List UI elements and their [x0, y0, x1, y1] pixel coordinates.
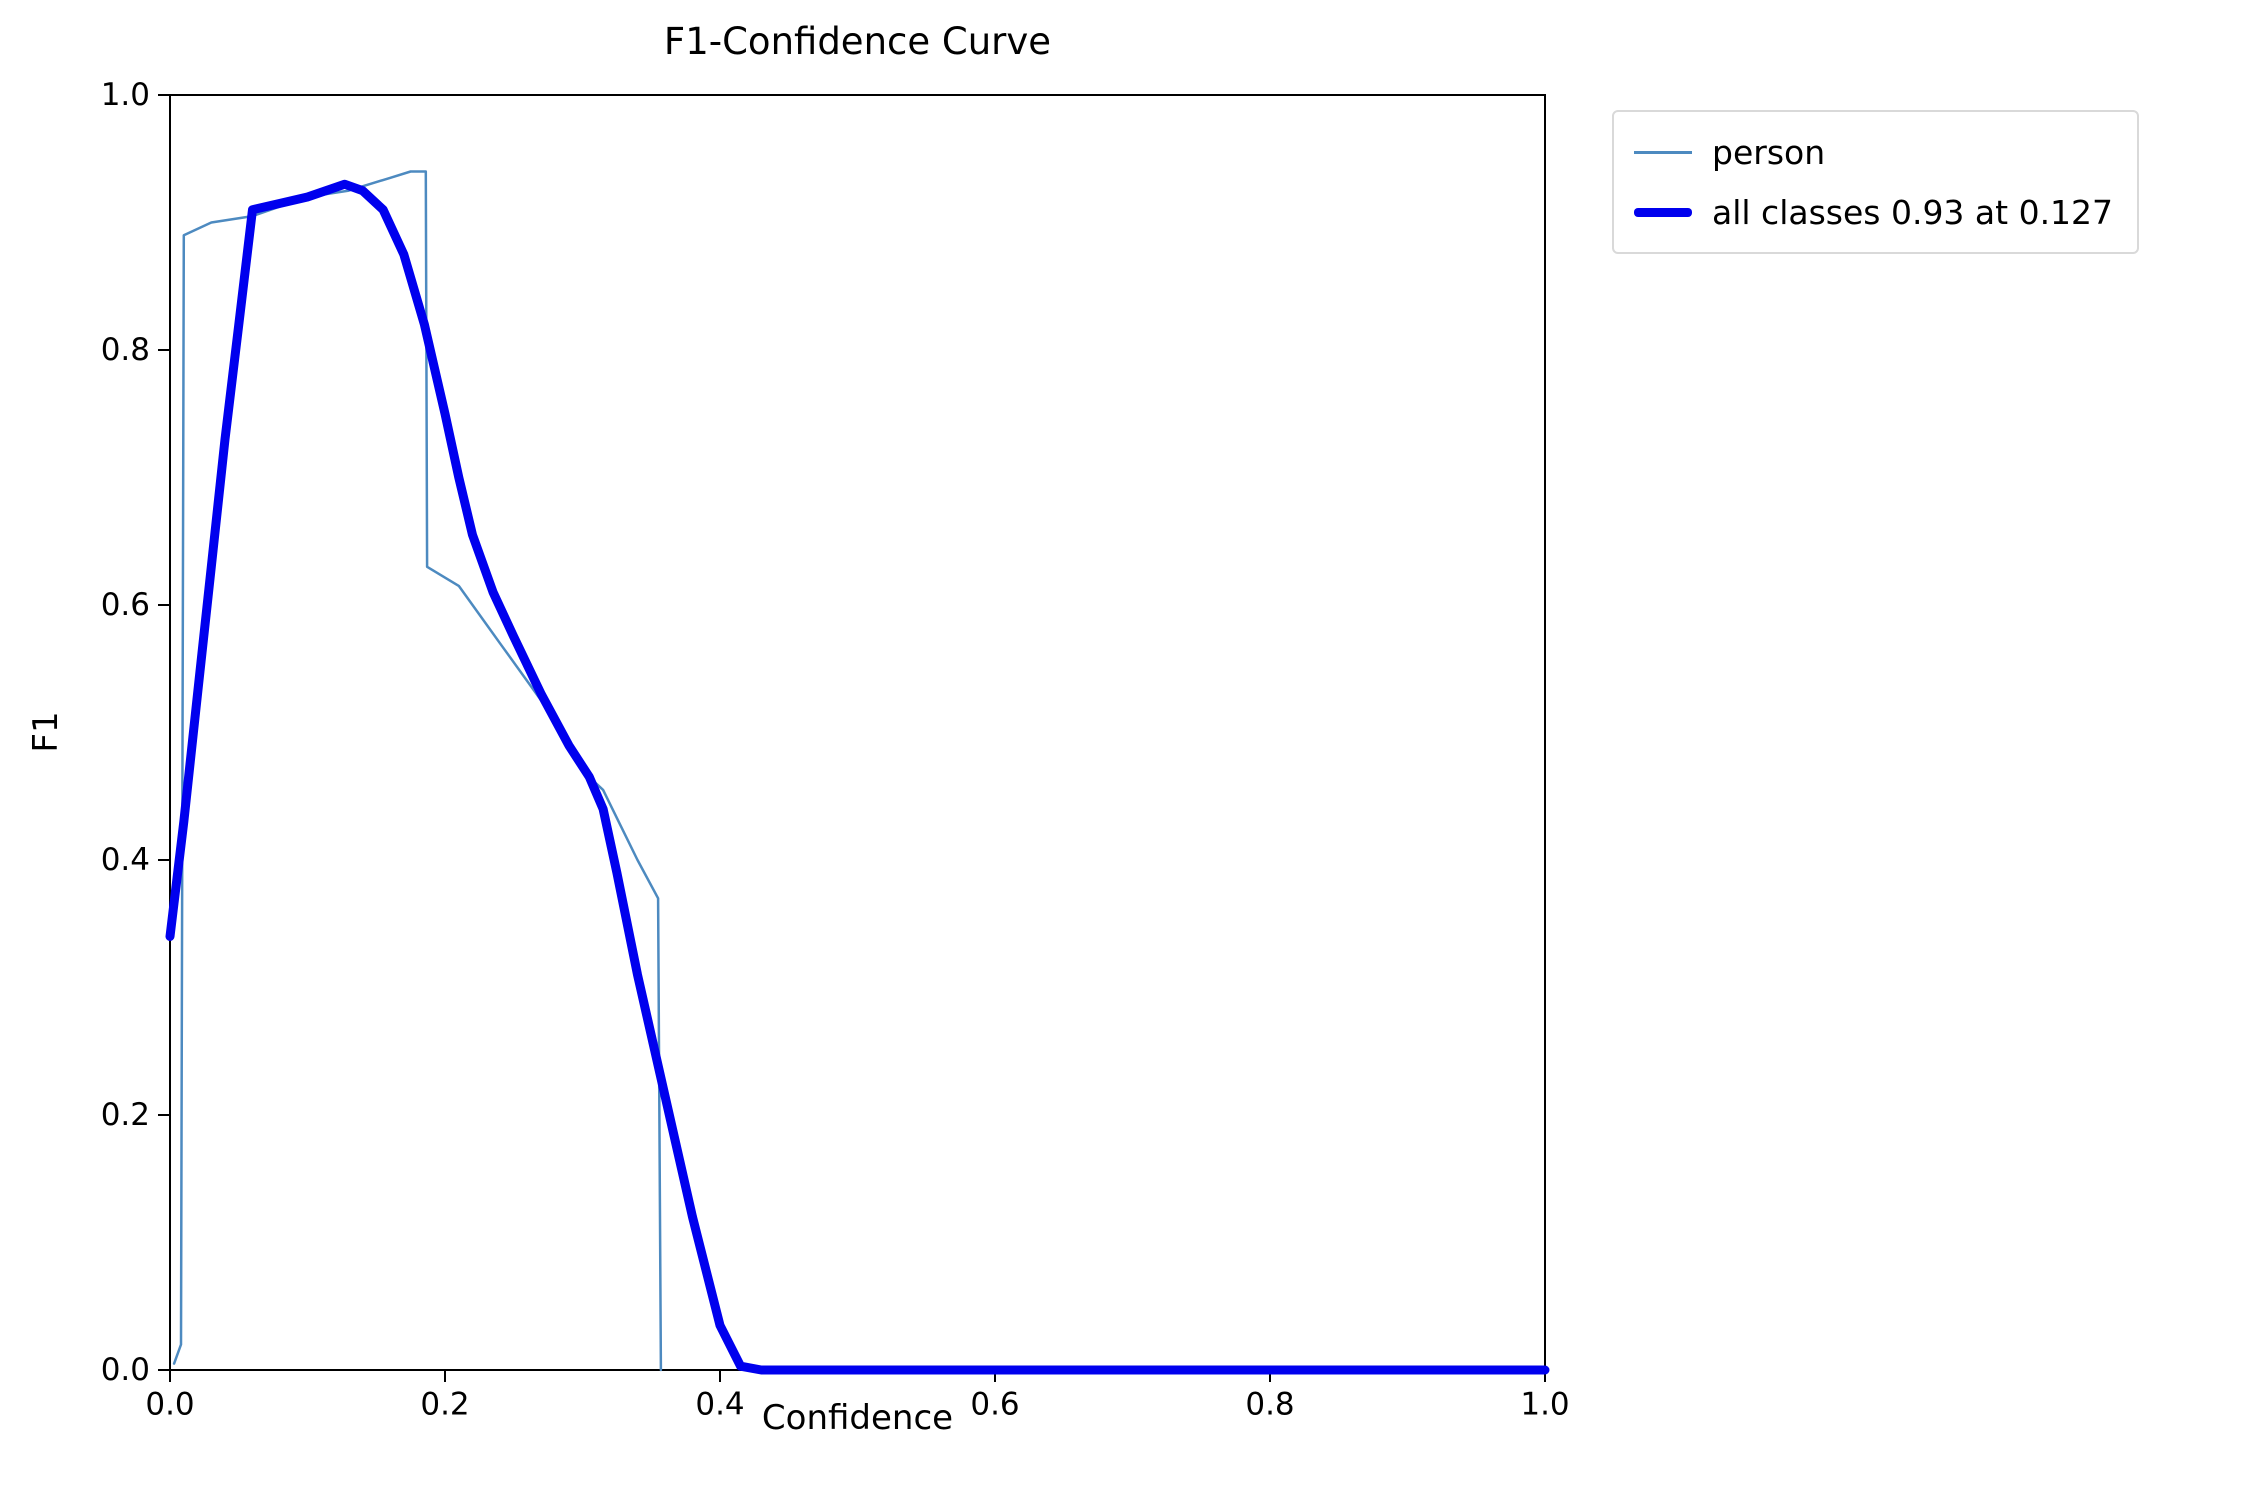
x-axis-label: Confidence: [761, 1398, 954, 1438]
y-tick-label: 0.0: [101, 1352, 150, 1388]
x-tick-label: 1.0: [1520, 1386, 1569, 1422]
x-tick-label: 0.2: [420, 1386, 469, 1422]
legend-label-all-classes: all classes 0.93 at 0.127: [1712, 192, 2114, 232]
y-tick-label: 0.8: [101, 332, 150, 368]
legend-item-all-classes: all classes 0.93 at 0.127: [1634, 186, 2113, 238]
series-line-person: [172, 170, 663, 1372]
y-tick-label: 0.2: [101, 1097, 150, 1133]
legend: person all classes 0.93 at 0.127: [1612, 110, 2140, 254]
legend-item-person: person: [1634, 126, 2113, 178]
axes-spines: [169, 94, 1546, 1371]
x-tick-label: 0.6: [970, 1386, 1019, 1422]
x-tick-label: 0.4: [695, 1386, 744, 1422]
y-tick-label: 1.0: [101, 77, 150, 113]
chart-title: F1-Confidence Curve: [663, 20, 1052, 63]
y-axis-label: F1: [26, 711, 66, 753]
x-tick-label: 0.8: [1245, 1386, 1294, 1422]
legend-label-person: person: [1712, 132, 1826, 172]
series-line-all-classes: [165, 179, 1550, 1375]
all-classes-line-swatch: [1634, 207, 1692, 217]
y-tick-label: 0.6: [101, 587, 150, 623]
y-tick-label: 0.4: [101, 842, 150, 878]
person-line-swatch: [1634, 150, 1692, 154]
x-tick-label: 0.0: [145, 1386, 194, 1422]
